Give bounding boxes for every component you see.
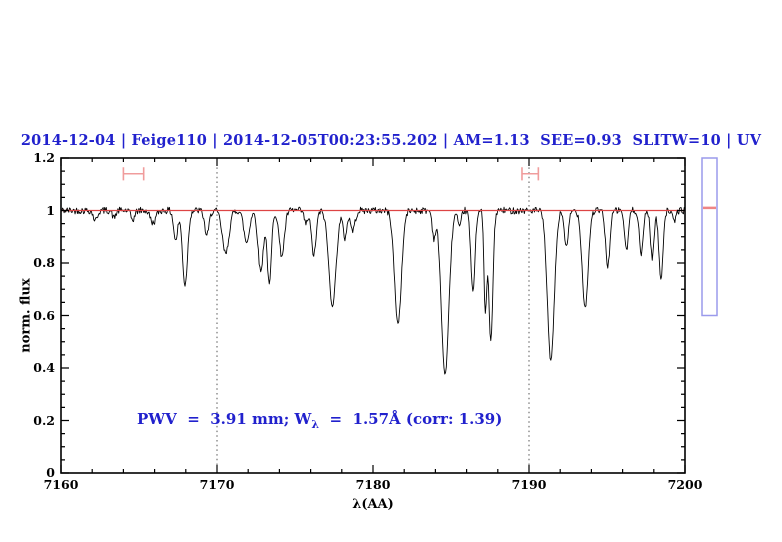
x-tick-label: 7160	[43, 477, 79, 492]
y-tick-label: 1.2	[33, 150, 55, 165]
x-tick-label: 7170	[199, 477, 235, 492]
y-tick-label: 0	[46, 465, 55, 480]
y-tick-label: 0.4	[33, 360, 55, 375]
pwv-annotation-suffix: = 1.57Å (corr: 1.39)	[319, 410, 503, 428]
ew-marker	[122, 167, 145, 181]
plot-title: 2014-12-04 | Feige110 | 2014-12-05T00:23…	[20, 132, 762, 149]
pwv-annotation: PWV = 3.91 mm; Wλ = 1.57Å (corr: 1.39)	[137, 410, 502, 431]
plot-frame	[60, 157, 686, 474]
slit-gauge	[701, 157, 718, 317]
spectrum-line	[60, 206, 686, 375]
y-tick-label: 1	[46, 202, 55, 218]
slit-gauge-box	[701, 157, 718, 317]
ew-markers	[122, 167, 540, 181]
x-axis-label: λ(AA)	[352, 497, 394, 512]
ew-marker	[521, 167, 540, 181]
y-tick-label: 0.6	[33, 307, 55, 323]
y-tick-label: 0.8	[33, 255, 55, 270]
x-tick-label: 7180	[355, 477, 391, 492]
x-tick-label: 7200	[667, 477, 703, 492]
pwv-annotation-prefix: PWV = 3.91 mm; W	[137, 410, 312, 428]
x-tick-label: 7190	[511, 477, 547, 492]
y-tick-label: 0.2	[33, 412, 55, 428]
wavelength-subscript: λ	[311, 418, 320, 431]
